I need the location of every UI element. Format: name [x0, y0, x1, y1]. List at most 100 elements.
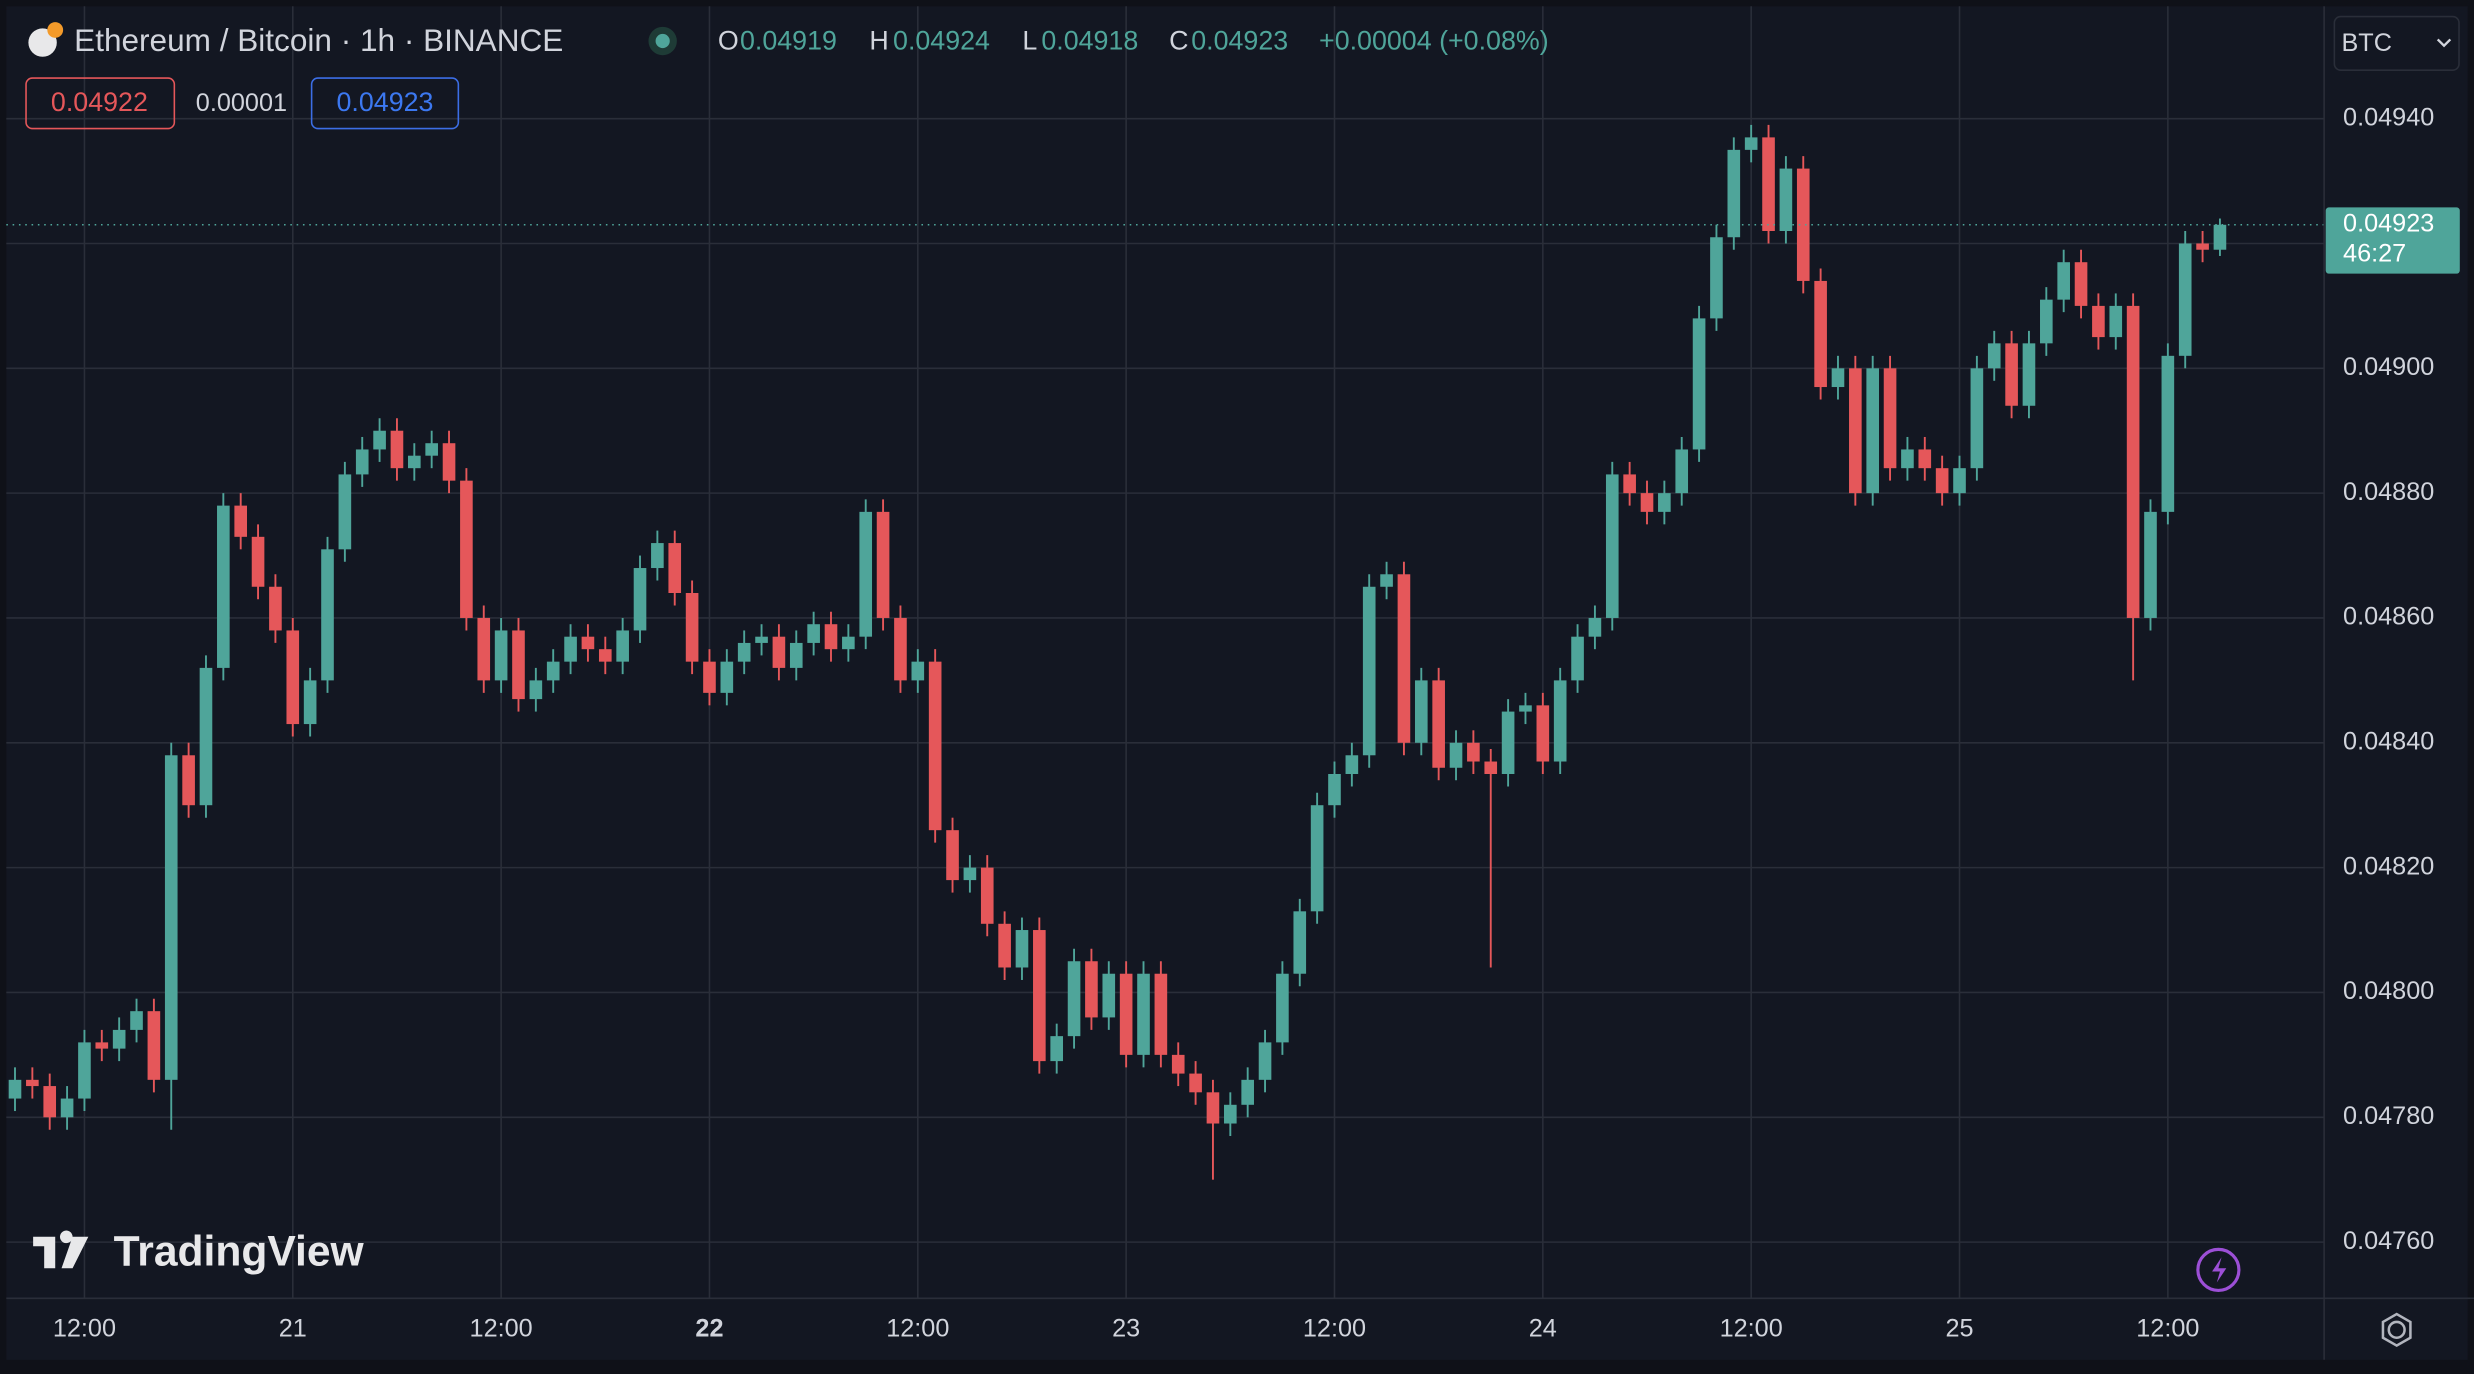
candle-body	[1414, 680, 1428, 743]
ohlc-value: 0.04919	[740, 26, 837, 56]
candle-body	[2109, 305, 2123, 338]
candle-body	[130, 1011, 143, 1030]
y-tick-label: 0.04860	[2343, 603, 2434, 631]
candle-body	[1762, 137, 1775, 232]
ohlc-letter: O	[718, 26, 739, 56]
candle-body	[1467, 742, 1480, 762]
candle-body	[789, 642, 803, 668]
candle-body	[1345, 755, 1359, 775]
symbol-icon-btc	[47, 22, 64, 38]
candle-body	[512, 630, 525, 700]
candle-body	[1206, 1092, 1220, 1124]
candle-body	[1171, 1054, 1185, 1074]
alert-button[interactable]	[2196, 1247, 2241, 1292]
spread: 0.00001	[196, 89, 287, 117]
candle-body	[564, 636, 577, 662]
x-tick-label: 25	[1945, 1315, 1973, 1343]
countdown-label: 46:27	[2343, 239, 2406, 267]
candle-body	[2126, 305, 2140, 618]
candle-body	[1102, 973, 1116, 1018]
y-tick-label: 0.04880	[2343, 478, 2434, 506]
logo-text: TradingView	[114, 1227, 365, 1275]
candle-body	[529, 680, 543, 700]
candle-body	[60, 1098, 74, 1118]
candle-body	[1675, 449, 1689, 494]
y-tick-label: 0.04820	[2343, 852, 2434, 880]
candle-body	[1484, 761, 1498, 775]
candle-body	[685, 593, 699, 662]
bid-price[interactable]: 0.04922	[51, 87, 148, 117]
settings-icon[interactable]	[2381, 1312, 2412, 1348]
candle-body	[442, 443, 456, 481]
currency-dropdown[interactable]	[2333, 15, 2460, 71]
candle-body	[2092, 305, 2105, 338]
candle-body	[1033, 930, 1046, 1062]
candle-body	[425, 443, 438, 456]
candle-body	[1189, 1073, 1202, 1093]
candle-body	[1258, 1042, 1272, 1080]
bid-box[interactable]	[25, 77, 176, 130]
candle-body	[2178, 243, 2192, 356]
candle-body	[1362, 586, 1376, 756]
x-tick-label: 12:00	[2136, 1315, 2199, 1343]
candle-body	[1293, 911, 1307, 974]
ask-price[interactable]: 0.04923	[337, 87, 434, 117]
ohlc-change: +0.00004 (+0.08%)	[1319, 26, 1549, 56]
candle-body	[807, 624, 820, 643]
candle-body	[1658, 493, 1671, 512]
x-tick-label: 21	[279, 1315, 307, 1343]
candle-body	[1432, 680, 1445, 768]
candle-body	[2161, 355, 2175, 512]
alert-icon[interactable]	[2212, 1257, 2227, 1283]
candle-body	[1918, 449, 1932, 469]
ohlc-value: 0.04923	[1191, 26, 1288, 56]
candle-body	[1744, 137, 1758, 150]
candle-body	[1953, 468, 1966, 494]
x-tick-label: 24	[1529, 1315, 1557, 1343]
candles	[6, 124, 2325, 1180]
candle-body	[2057, 262, 2070, 300]
candle-body	[633, 568, 647, 631]
candle-body	[1814, 280, 1827, 388]
candle-body	[1067, 961, 1081, 1037]
candle-body	[2144, 511, 2157, 618]
candle-body	[1692, 318, 1706, 450]
candle-body	[338, 474, 352, 550]
x-tick-label: 12:00	[470, 1315, 533, 1343]
ask-box[interactable]	[310, 77, 460, 130]
candle-body	[1310, 805, 1324, 912]
candle-body	[1241, 1079, 1254, 1105]
dropdown-arrow[interactable]	[2436, 38, 2452, 48]
candle-body	[2196, 243, 2209, 250]
candle-body	[1987, 343, 2001, 369]
y-tick-label: 0.04760	[2343, 1227, 2434, 1255]
candle-body	[946, 830, 959, 881]
candle-body	[1154, 973, 1168, 1055]
y-tick-label: 0.04940	[2343, 103, 2434, 131]
x-tick-label: 12:00	[53, 1315, 116, 1343]
candle-body	[1935, 468, 1949, 494]
candle-body	[2022, 343, 2036, 406]
candle-body	[755, 636, 768, 643]
candle-body	[1866, 368, 1880, 494]
candle-body	[546, 661, 560, 681]
candle-body	[876, 511, 890, 618]
candle-body	[43, 1086, 57, 1118]
candle-body	[1588, 617, 1602, 637]
x-tick-label: 12:00	[886, 1315, 949, 1343]
candle-body	[1883, 368, 1897, 469]
currency-label[interactable]: BTC	[2341, 29, 2391, 57]
candle-body	[928, 661, 942, 831]
candle-body	[1727, 149, 1741, 238]
candle-body	[303, 680, 317, 725]
candle-body	[963, 867, 977, 881]
last-price-tag	[2325, 207, 2460, 274]
candle-body	[164, 755, 178, 1080]
candle-body	[182, 755, 195, 806]
candle-body	[8, 1079, 22, 1099]
candle-body	[1831, 368, 1845, 388]
candle-body	[1119, 973, 1133, 1055]
settings-button[interactable]	[2387, 1320, 2406, 1339]
